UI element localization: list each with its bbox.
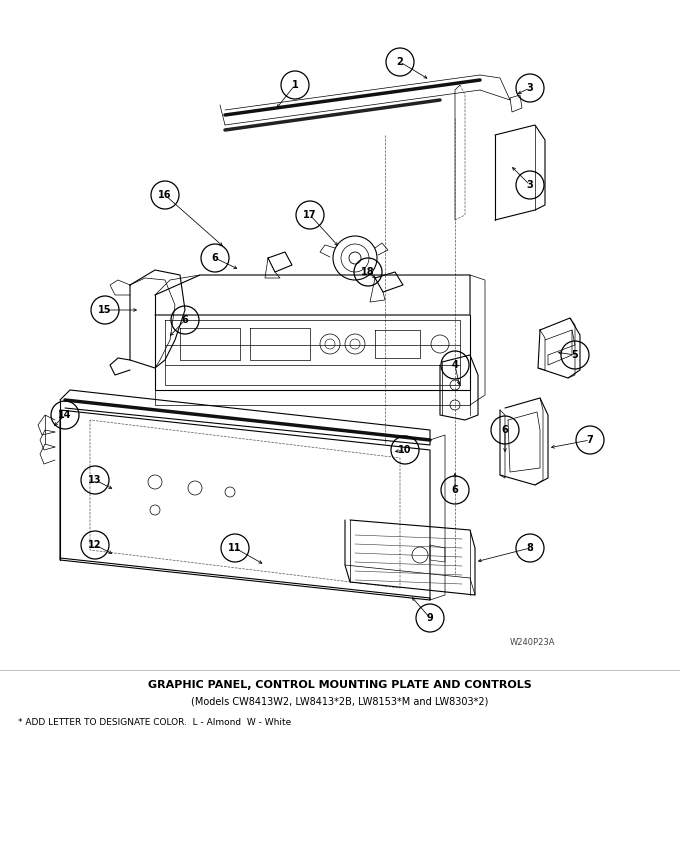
Text: 6: 6 [182, 315, 188, 325]
Text: GRAPHIC PANEL, CONTROL MOUNTING PLATE AND CONTROLS: GRAPHIC PANEL, CONTROL MOUNTING PLATE AN… [148, 680, 532, 690]
Text: 4: 4 [452, 360, 458, 370]
Text: 10: 10 [398, 445, 412, 455]
Text: 7: 7 [587, 435, 594, 445]
Text: 12: 12 [88, 540, 102, 550]
Text: 6: 6 [211, 253, 218, 263]
Text: 15: 15 [98, 305, 112, 315]
Text: 9: 9 [426, 613, 433, 623]
Text: 14: 14 [58, 410, 72, 420]
Text: 8: 8 [526, 543, 533, 553]
Text: 3: 3 [526, 180, 533, 190]
Polygon shape [60, 410, 430, 600]
Text: 18: 18 [361, 267, 375, 277]
Text: 1: 1 [292, 80, 299, 90]
Text: 6: 6 [502, 425, 509, 435]
Text: 13: 13 [88, 475, 102, 485]
Text: 17: 17 [303, 210, 317, 220]
Text: 16: 16 [158, 190, 172, 200]
Text: 11: 11 [228, 543, 242, 553]
Text: W240P23A: W240P23A [510, 638, 556, 647]
Text: 2: 2 [396, 57, 403, 67]
Text: 5: 5 [572, 350, 579, 360]
Text: (Models CW8413W2, LW8413*2B, LW8153*M and LW8303*2): (Models CW8413W2, LW8413*2B, LW8153*M an… [191, 696, 489, 706]
Text: * ADD LETTER TO DESIGNATE COLOR.  L - Almond  W - White: * ADD LETTER TO DESIGNATE COLOR. L - Alm… [18, 718, 291, 727]
Text: 3: 3 [526, 83, 533, 93]
Text: 6: 6 [452, 485, 458, 495]
